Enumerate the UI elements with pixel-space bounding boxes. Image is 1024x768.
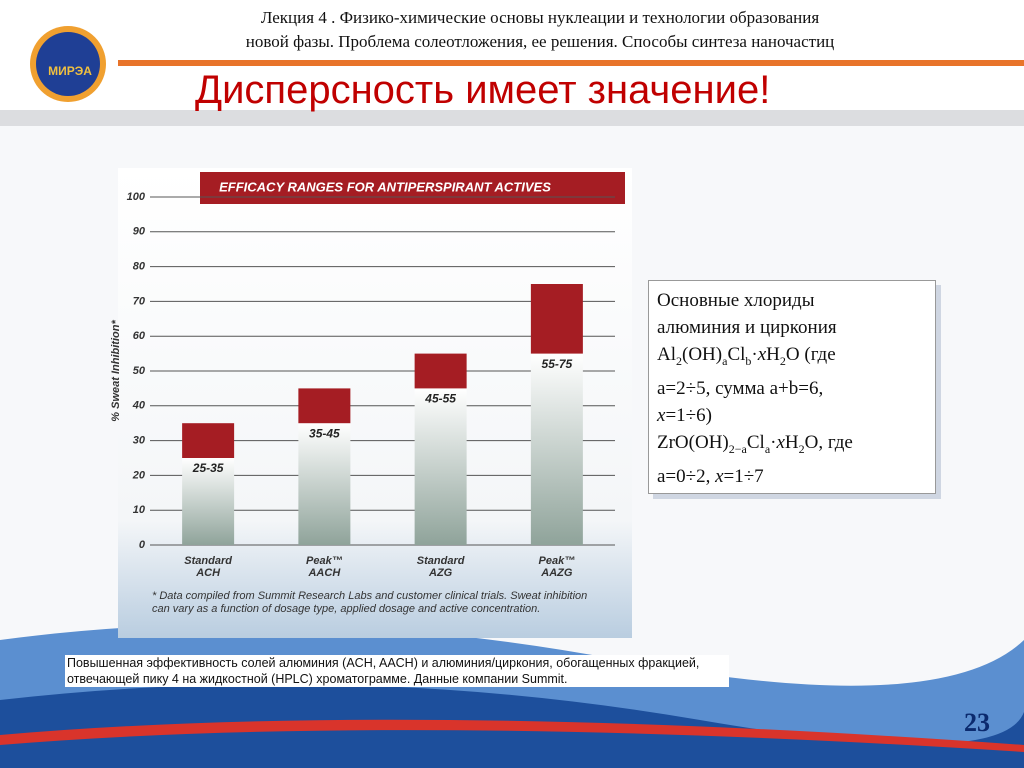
y-tick-label: 90 bbox=[133, 226, 146, 238]
x-tick-label: Standard ACH bbox=[184, 555, 232, 579]
text-fragment: x bbox=[657, 404, 666, 426]
text-fragment: · bbox=[751, 344, 758, 365]
text-fragment: 2 bbox=[676, 353, 682, 368]
y-tick-label: 50 bbox=[133, 365, 146, 377]
text-line: a=0÷2, x=1÷7 bbox=[657, 463, 927, 490]
header-line: Лекция 4 . Физико-химические основы нукл… bbox=[260, 8, 820, 27]
logo-text: МИРЭА bbox=[48, 64, 92, 78]
y-axis-label: % Sweat Inhibition* bbox=[110, 320, 122, 422]
bar-base bbox=[182, 458, 235, 545]
text-fragment: x bbox=[757, 344, 767, 365]
range-bar bbox=[182, 423, 235, 458]
y-tick-label: 60 bbox=[133, 330, 146, 342]
text-fragment: · bbox=[770, 431, 777, 453]
y-tick-label: 40 bbox=[132, 400, 146, 412]
text-fragment: a=2÷5, сумма a+b=6, bbox=[657, 377, 824, 399]
value-label: 55-75 bbox=[542, 357, 573, 371]
text-fragment: O, где bbox=[804, 431, 853, 453]
text-fragment: b bbox=[745, 353, 752, 368]
text-box: Основные хлориды алюминия и циркония Al2(O… bbox=[648, 280, 936, 494]
value-label: 25-35 bbox=[192, 461, 224, 475]
text-fragment: (OH) bbox=[682, 344, 723, 365]
text-line: Основные хлориды bbox=[657, 287, 927, 314]
slide-title: Дисперсность имеет значение! bbox=[195, 68, 771, 112]
text-fragment: Cl bbox=[746, 431, 765, 453]
text-fragment: H bbox=[766, 344, 780, 365]
text-fragment: x bbox=[715, 465, 724, 487]
y-tick-label: 100 bbox=[127, 191, 146, 203]
text-fragment: x bbox=[776, 431, 785, 453]
bar-base bbox=[298, 423, 351, 545]
x-tick-label: Peak™ AAZG bbox=[538, 555, 576, 579]
text-fragment: Основные хлориды bbox=[657, 290, 815, 311]
text-line: a=2÷5, сумма a+b=6, bbox=[657, 375, 927, 402]
y-tick-label: 70 bbox=[133, 295, 146, 307]
y-tick-label: 20 bbox=[132, 469, 146, 481]
value-label: 45-55 bbox=[424, 392, 456, 406]
text-fragment: 2 bbox=[798, 441, 805, 456]
x-tick-label: Standard AZG bbox=[416, 555, 465, 579]
text-fragment: алюминия и циркония bbox=[657, 317, 837, 338]
caption: Повышенная эффективность солей алюминия … bbox=[65, 655, 729, 687]
text-fragment: H bbox=[784, 431, 799, 453]
value-label: 35-45 bbox=[309, 426, 340, 440]
page-number: 23 bbox=[964, 708, 990, 737]
y-tick-label: 80 bbox=[133, 261, 146, 273]
text-fragment: 2 bbox=[779, 353, 786, 368]
text-line: Al2(OH)aClb·xH2O (где bbox=[657, 341, 927, 375]
chart-title: EFFICACY RANGES FOR ANTIPERSPIRANT ACTIV… bbox=[219, 179, 551, 194]
y-tick-label: 0 bbox=[139, 539, 146, 551]
text-line: алюминия и циркония bbox=[657, 314, 927, 341]
bar-base bbox=[530, 353, 583, 545]
text-fragment: Al bbox=[657, 344, 676, 365]
x-tick-label: Peak™ AACH bbox=[306, 555, 343, 579]
y-tick-label: 30 bbox=[133, 435, 146, 447]
text-fragment: =1÷7 bbox=[723, 465, 764, 487]
range-bar bbox=[414, 353, 467, 389]
text-line: x=1÷6) bbox=[657, 402, 927, 429]
text-fragment: O (где bbox=[785, 344, 836, 365]
bar-base bbox=[414, 388, 467, 545]
text-fragment: ZrO(OH) bbox=[657, 431, 729, 453]
header-line: новой фазы. Проблема солеотложения, ее р… bbox=[245, 32, 835, 51]
text-fragment: a bbox=[764, 441, 771, 456]
text-fragment: =1÷6) bbox=[665, 404, 712, 426]
range-bar bbox=[298, 388, 351, 424]
range-bar bbox=[530, 284, 583, 354]
text-fragment: a=0÷2, bbox=[657, 465, 716, 487]
text-fragment: Cl bbox=[727, 344, 746, 365]
chart-footnote: * Data compiled from Summit Research Lab… bbox=[152, 590, 588, 615]
text-fragment: a bbox=[722, 353, 728, 368]
y-tick-label: 10 bbox=[133, 504, 146, 516]
text-line: ZrO(OH)2−aCla·xH2O, где bbox=[657, 429, 927, 463]
text-fragment: 2−a bbox=[728, 441, 747, 456]
